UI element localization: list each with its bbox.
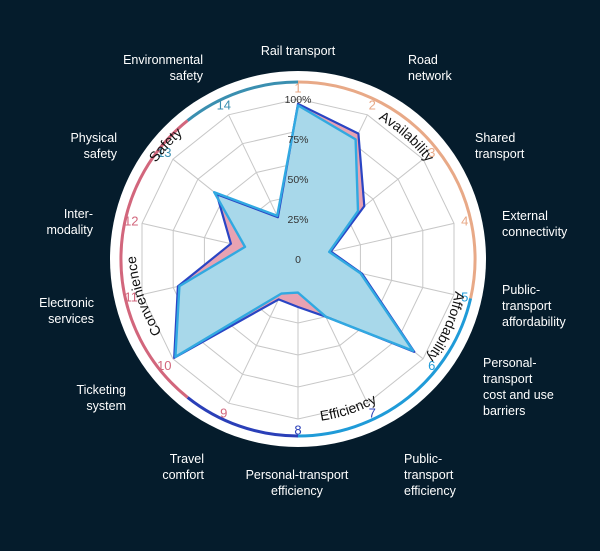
category-label: Public-transport affordability bbox=[502, 283, 566, 329]
category-label: Ticketing system bbox=[76, 383, 126, 413]
group-arc-convenience bbox=[119, 119, 189, 399]
group-arc-safety bbox=[186, 80, 299, 122]
category-label: Road network bbox=[408, 53, 453, 83]
series-2-line bbox=[174, 104, 415, 358]
category-number: 4 bbox=[461, 213, 468, 228]
axis-tick-label: 50% bbox=[287, 174, 308, 186]
category-label: External connectivity bbox=[502, 209, 568, 239]
category-number: 9 bbox=[220, 406, 227, 421]
category-number: 10 bbox=[157, 358, 171, 373]
series-1-line bbox=[173, 102, 416, 359]
category-number: 11 bbox=[125, 290, 139, 305]
category-number: 2 bbox=[369, 97, 376, 112]
category-number: 1 bbox=[294, 81, 301, 96]
category-number: 14 bbox=[217, 97, 231, 112]
category-number: 13 bbox=[157, 145, 171, 160]
series-overlap-mask bbox=[174, 103, 415, 358]
category-number: 8 bbox=[294, 423, 301, 438]
category-labels: Rail transport Road network Shared transport… bbox=[39, 44, 568, 498]
category-number: 3 bbox=[428, 145, 435, 160]
group-arc-efficiency bbox=[186, 396, 299, 438]
category-number: 6 bbox=[428, 358, 435, 373]
axis-tick-label: 0 bbox=[295, 254, 301, 266]
category-label: Personal-transport cost and use barriers bbox=[483, 356, 554, 418]
category-label: Inter-modality bbox=[46, 207, 93, 237]
category-label: Rail transport bbox=[261, 44, 336, 58]
series-layer bbox=[173, 102, 416, 359]
group-arc-affordability bbox=[297, 298, 473, 438]
category-number: 5 bbox=[461, 290, 468, 305]
category-number: 7 bbox=[369, 406, 376, 421]
axis-tick-label: 25% bbox=[287, 214, 308, 226]
category-label: Electronic services bbox=[39, 296, 94, 326]
category-label: Travel comfort bbox=[162, 452, 204, 482]
category-label: Shared transport bbox=[475, 131, 525, 161]
group-arcs bbox=[119, 80, 477, 438]
axis-tick-label: 75% bbox=[287, 134, 308, 146]
group-arc-availability bbox=[297, 80, 477, 299]
axis-tick-label: 100% bbox=[285, 94, 312, 106]
category-label: Public-transport efficiency bbox=[404, 452, 457, 498]
category-label: Environmental safety bbox=[123, 53, 204, 83]
category-label: Physical safety bbox=[70, 131, 117, 161]
axis-ticks: 0 25% 50% 75% 100% bbox=[285, 94, 312, 266]
category-label: Personal-transport efficiency bbox=[246, 468, 349, 498]
category-number: 12 bbox=[124, 213, 138, 228]
